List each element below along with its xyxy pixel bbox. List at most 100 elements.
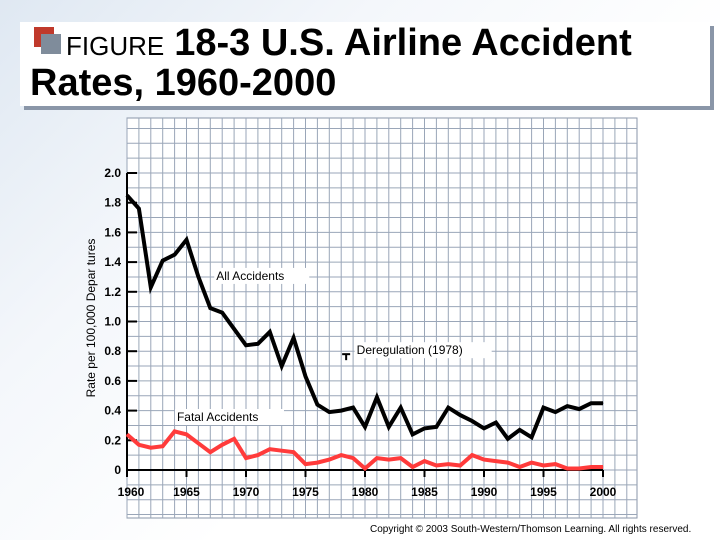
- data-point: [471, 420, 473, 422]
- data-point: [269, 331, 271, 333]
- data-point: [447, 407, 449, 409]
- data-point: [257, 454, 259, 456]
- y-tick-label: 0: [114, 463, 121, 477]
- annotation-label: All Accidents: [216, 269, 284, 283]
- data-point: [566, 405, 568, 407]
- data-point: [186, 239, 187, 241]
- data-point: [233, 328, 235, 330]
- x-tick-label: 1980: [352, 485, 379, 499]
- data-point: [174, 430, 176, 432]
- data-point: [257, 343, 259, 345]
- y-tick-label: 1.6: [104, 225, 121, 239]
- data-point: [305, 375, 306, 377]
- data-point: [400, 407, 402, 409]
- data-point: [507, 438, 509, 440]
- data-point: [174, 254, 176, 256]
- data-point: [543, 465, 544, 467]
- data-point: [412, 433, 414, 435]
- data-point: [316, 462, 318, 464]
- data-point: [566, 468, 568, 470]
- annotation-background: [214, 267, 310, 284]
- data-point: [412, 466, 414, 468]
- data-point: [376, 457, 378, 459]
- data-point: [269, 448, 271, 450]
- data-point: [495, 421, 497, 423]
- annotations: All Accidents Deregulation (1978) Fatal Ac…: [174, 267, 492, 425]
- data-point: [543, 407, 544, 409]
- data-point: [138, 208, 140, 210]
- data-point: [150, 447, 152, 449]
- data-point: [590, 466, 592, 468]
- data-point: [531, 462, 533, 464]
- data-point: [483, 459, 485, 461]
- data-point: [352, 407, 354, 409]
- data-point: [519, 466, 521, 468]
- title-line-2: Rates, 1960-2000: [30, 62, 337, 104]
- x-tick-label: 1990: [471, 485, 498, 499]
- x-tick-label: 2000: [590, 485, 617, 499]
- data-point: [328, 411, 330, 413]
- data-point: [388, 459, 390, 461]
- y-tick-label: 2.0: [104, 166, 121, 180]
- data-point: [328, 459, 330, 461]
- y-tick-label: 0.6: [104, 374, 121, 388]
- data-point: [126, 194, 128, 196]
- data-point: [197, 442, 199, 444]
- data-point: [340, 410, 342, 412]
- data-point: [245, 344, 247, 346]
- data-point: [483, 427, 485, 429]
- data-point: [293, 451, 295, 453]
- y-tick-label: 1.8: [104, 196, 121, 210]
- data-point: [221, 444, 223, 446]
- data-point: [281, 450, 283, 452]
- y-tick-label: 1.4: [104, 255, 121, 269]
- data-point: [554, 463, 556, 465]
- data-point: [447, 463, 449, 465]
- y-tick-labels: 2.0 1.8 1.6 1.4 1.2 1.0 0.8 0.6 0.4 0.2 0: [104, 166, 121, 477]
- data-point: [519, 429, 521, 431]
- annotation-label: Deregulation (1978): [357, 343, 463, 357]
- data-point: [162, 260, 164, 262]
- title-box: FIGURE 18-3 U.S. Airline Accident Rates, …: [20, 22, 710, 106]
- x-tick-label: 1960: [118, 485, 145, 499]
- y-tick-label: 0.4: [104, 404, 121, 418]
- y-tick-label: 0.8: [104, 344, 121, 358]
- data-point: [364, 426, 366, 428]
- data-point: [245, 457, 247, 459]
- data-point: [602, 466, 604, 468]
- data-point: [209, 451, 211, 453]
- annotation-background: [174, 408, 284, 425]
- data-point: [435, 465, 437, 467]
- data-point: [126, 433, 128, 435]
- data-point: [221, 312, 223, 314]
- data-point: [424, 427, 425, 429]
- title-line-1: FIGURE 18-3 U.S. Airline Accident: [66, 22, 632, 65]
- data-point: [305, 463, 306, 465]
- data-point: [186, 433, 187, 435]
- title-prefix: FIGURE: [66, 31, 165, 61]
- data-point: [471, 454, 473, 456]
- annotation-background: [354, 342, 492, 359]
- series-lines: [125, 193, 604, 472]
- x-tick-label: 1975: [292, 485, 319, 499]
- data-point: [281, 365, 283, 367]
- y-axis-label: Rate per 100,000 Depar tures: [84, 239, 98, 398]
- data-point: [316, 404, 318, 406]
- data-point: [150, 286, 152, 288]
- data-point: [233, 438, 235, 440]
- data-point: [531, 436, 533, 438]
- data-point: [459, 414, 461, 416]
- x-tick-label: 1970: [233, 485, 260, 499]
- data-point: [388, 426, 390, 428]
- y-tick-label: 1.2: [104, 285, 121, 299]
- bullet-shadow-square-icon: [41, 34, 61, 54]
- data-point: [578, 468, 580, 470]
- data-point: [400, 457, 402, 459]
- data-point: [352, 457, 354, 459]
- data-point: [293, 337, 295, 339]
- data-point: [340, 454, 342, 456]
- annotation-label: Fatal Accidents: [177, 410, 258, 424]
- title-main: 18-3 U.S. Airline Accident: [174, 22, 632, 64]
- data-point: [162, 445, 164, 447]
- data-point: [364, 468, 366, 470]
